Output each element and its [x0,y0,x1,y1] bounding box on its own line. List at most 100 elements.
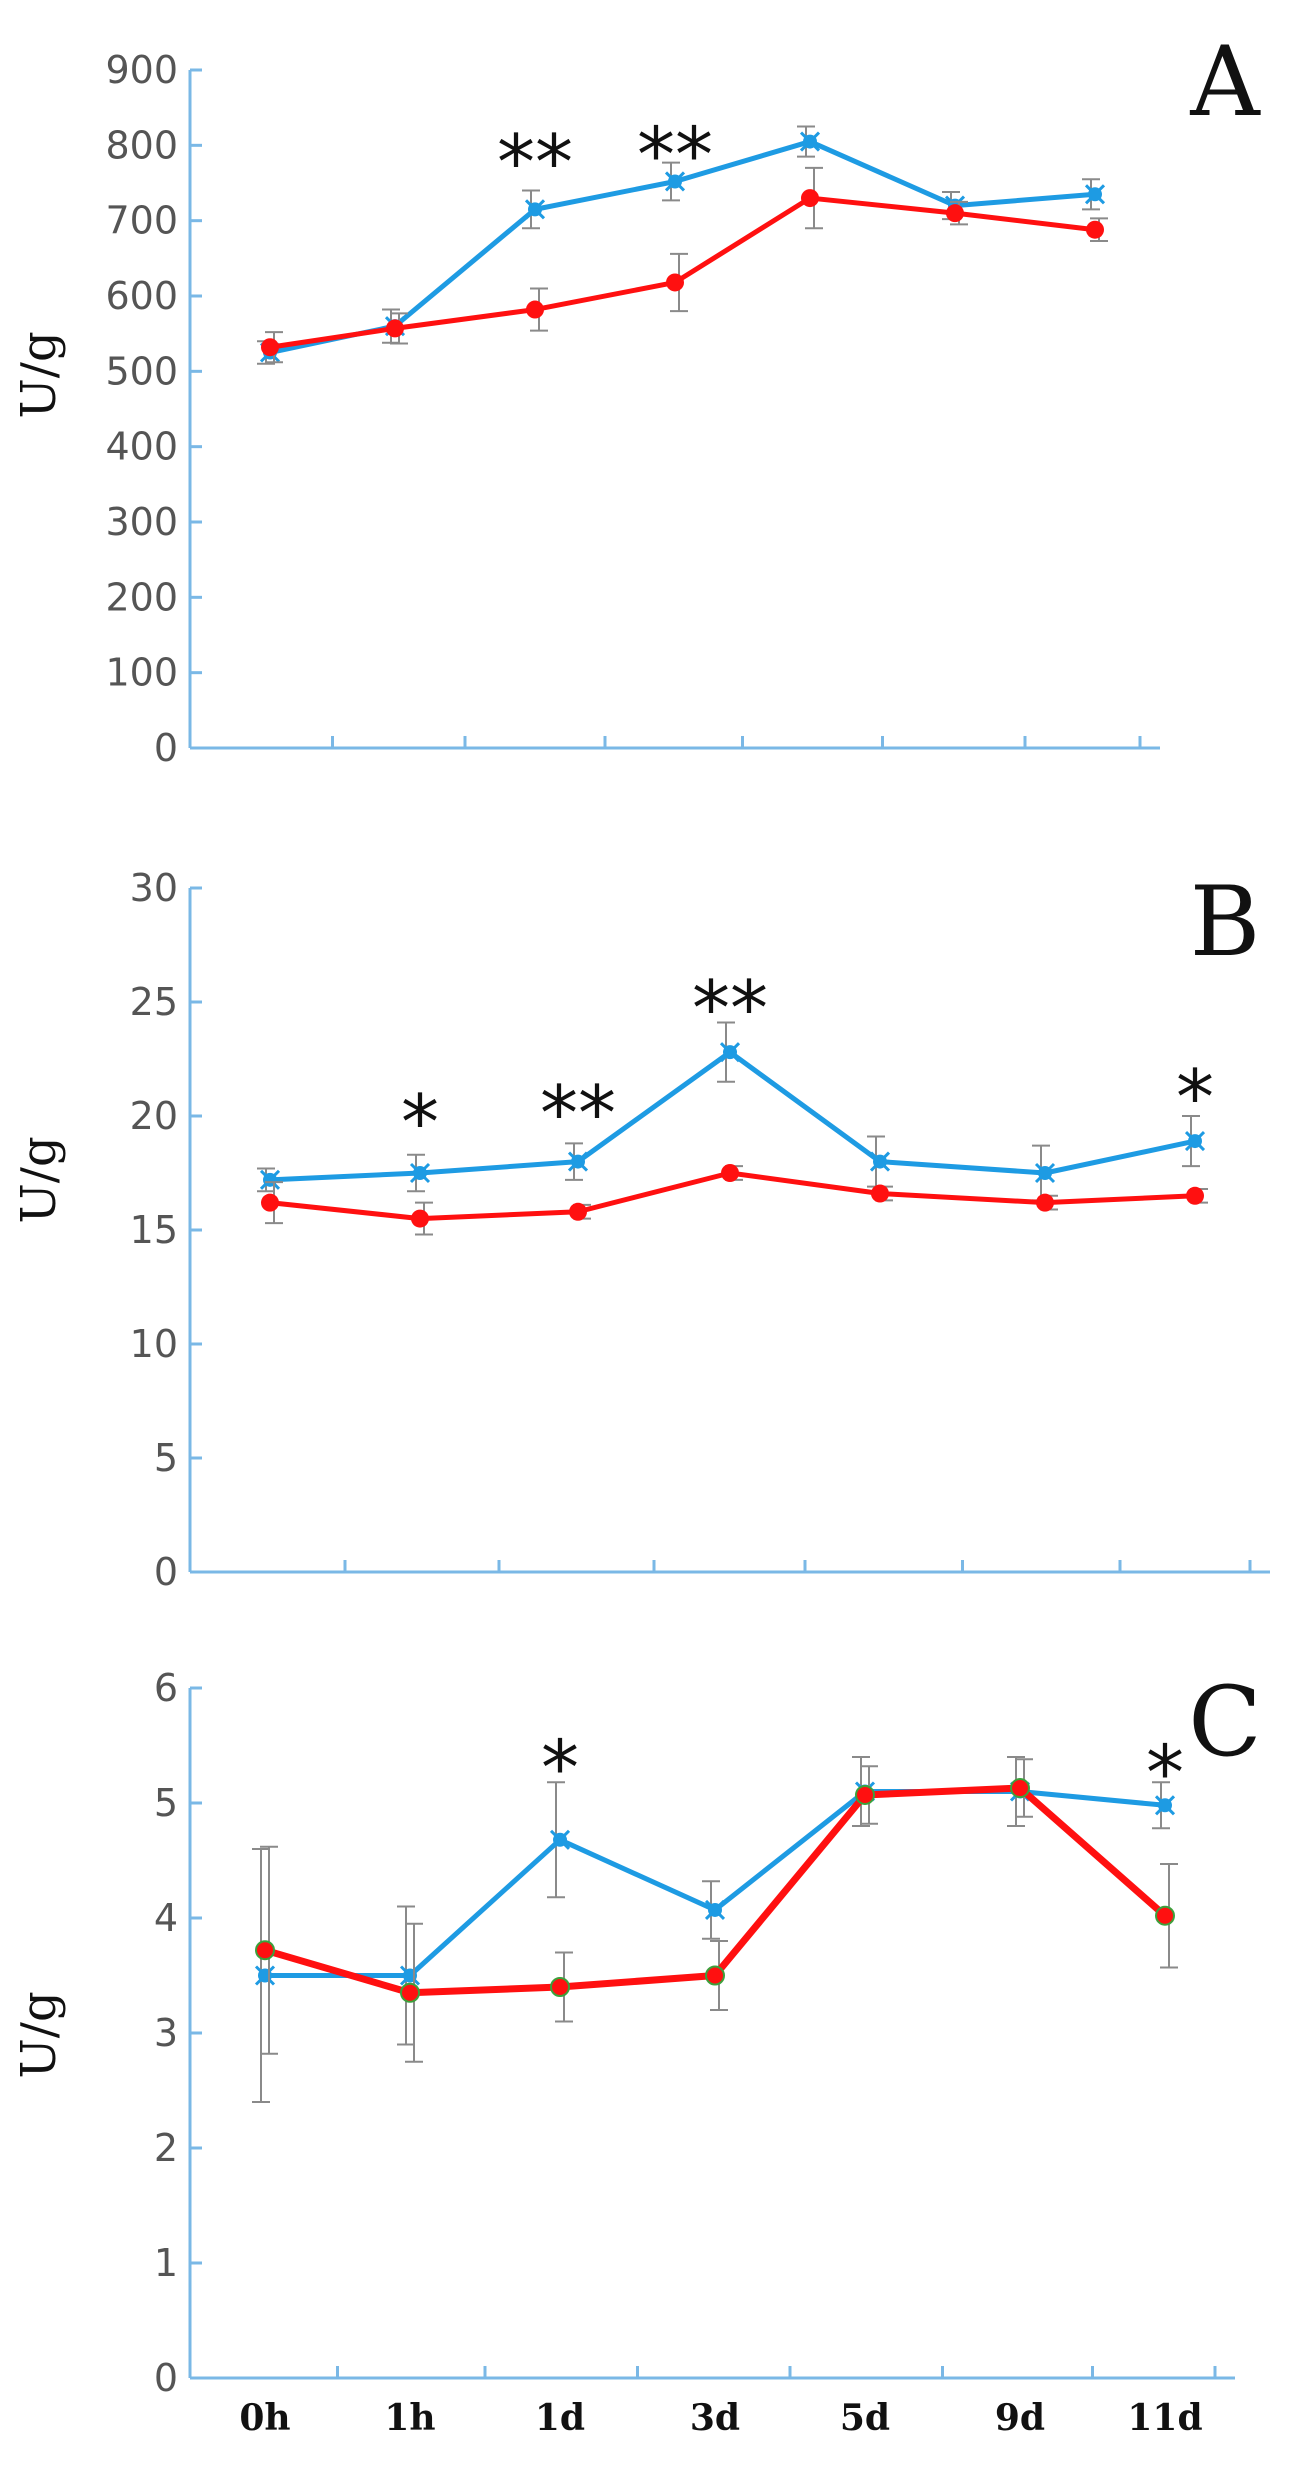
panel-b-ytick-label: 0 [154,1550,178,1594]
panel-a-blue-point-cross [664,171,686,192]
panel-c-ylabel: U/g [11,1991,67,2078]
panel-c-blue-point [704,1899,726,1921]
panel-c-blue-point-cross [704,1899,726,1921]
panel-c-blue-point-cross [254,1965,276,1986]
panel-a-red-point [261,338,279,357]
panel-b-red-point [721,1164,739,1182]
panel-a: U/g A 0 100 200 300 400 500 600 700 800 900 ** ** [11,26,1261,770]
panel-a-ylabel: U/g [11,331,67,418]
panel-b-blue-point [409,1162,431,1184]
panel-b-blue-point [869,1151,891,1172]
panel-a-blue-point [664,171,686,192]
panel-a-letter: A [1189,26,1261,138]
panel-a-red-point [1086,220,1104,239]
panel-b-red-point [261,1193,279,1212]
panel-a-red-point [946,204,964,223]
panel-a-ytick-label: 500 [105,349,178,393]
panel-b-blue-point-cross [409,1162,431,1184]
panel-a-blue-point [1084,184,1106,205]
panel-c-significance-label: * [1146,1728,1184,1817]
panel-b-ytick-label: 10 [130,1322,178,1366]
panel-c-red-point [550,1977,570,1997]
panel-b-red-point [411,1209,429,1228]
panel-a-blue-point-cross [1084,184,1106,205]
panel-b-red-point [1036,1193,1054,1212]
panel-a-ytick-label: 200 [105,575,178,619]
panel-c-ytick-label: 0 [154,2356,178,2400]
panel-b-blue-point-cross [567,1151,589,1172]
panel-b-ytick-label: 5 [154,1436,178,1480]
panel-a-blue-point-cross [524,199,546,220]
panel-b-ytick-label: 20 [130,1094,178,1138]
panel-a-significance-label: ** [637,110,713,199]
panel-b-red-point [569,1202,587,1221]
panel-a-ytick-label: 800 [105,123,178,167]
panel-c-category-label: 5d [840,2397,890,2439]
panel-a-ytick-label: 900 [105,48,178,92]
panel-b-ytick-label: 15 [130,1208,178,1252]
panel-b-significance-label: * [1176,1052,1214,1141]
panel-a-ytick-label: 400 [105,425,178,469]
panel-a-ytick-label: 600 [105,274,178,318]
panel-a-blue-point [524,199,546,220]
panel-c-ytick-label: 2 [154,2126,178,2170]
panel-b-red-point [1186,1186,1204,1205]
panel-a-ytick-label: 0 [154,726,178,770]
panel-b-blue-point [1184,1131,1206,1152]
panel-c-red-point [1010,1778,1030,1799]
panel-c-blue-point-cross [1154,1795,1176,1816]
panel-a-blue-point [799,131,821,152]
panel-b-blue-point [1034,1162,1056,1184]
panel-b-ylabel: U/g [11,1136,67,1223]
panel-a-ytick-label: 700 [105,199,178,243]
panel-c-red-point [705,1965,725,1986]
panel-b-blue-point [719,1042,741,1063]
panel-c-blue-series-line [265,1789,1166,1978]
panel-c-blue-point [254,1965,276,1986]
panel-a-red-point [526,300,544,319]
panel-c-red-point [855,1784,875,1805]
panel-c-blue-point [549,1829,571,1850]
panel-c-ytick-label: 3 [154,2011,178,2055]
panel-c-category-label: 9d [995,2397,1045,2439]
panel-c-ytick-label: 4 [154,1896,178,1940]
panel-c-category-label: 0h [239,2397,290,2439]
panel-b-blue-point-cross [869,1151,891,1172]
panel-b-blue-point-cross [259,1169,281,1190]
panel-c-blue-point [399,1965,421,1986]
panel-c-ytick-label: 5 [154,1781,178,1825]
panel-c-letter: C [1188,1666,1261,1778]
panel-b-blue-point-cross [719,1042,741,1063]
panel-c-category-label: 1h [384,2397,435,2439]
panel-c-red-point [400,1982,420,2003]
panel-c-red-point [1155,1905,1175,1926]
panel-c: U/g C 0 1 2 3 4 5 6 0h 1h 1d 3d 5d 9d 11d * * [11,1666,1262,2439]
panel-a-red-point [801,189,819,208]
panel-c-red-point [255,1940,275,1961]
panel-a-blue-point-cross [799,131,821,152]
panel-a-red-point [666,273,684,292]
panel-c-significance-label: * [541,1723,579,1812]
panel-c-red-series-line [264,1784,1168,1997]
panel-c-category-label: 1d [535,2397,585,2439]
panel-a-ytick-label: 100 [105,651,178,695]
panel-c-category-label: 11d [1127,2397,1202,2439]
panel-b-blue-point [567,1151,589,1172]
panel-b-blue-point [259,1169,281,1190]
panel-b-red-point [871,1184,889,1203]
panel-b-significance-label: ** [540,1068,616,1157]
panel-c-ytick-label: 6 [154,1666,178,1710]
panel-c-blue-point [1154,1795,1176,1816]
panel-b-ytick-label: 30 [130,866,178,910]
panel-b-ytick-label: 25 [130,980,178,1024]
panel-c-category-label: 3d [690,2397,740,2439]
panel-b-blue-point-cross [1034,1162,1056,1184]
panel-b-blue-point-cross [1184,1131,1206,1152]
panel-a-significance-label: ** [497,117,573,206]
panel-c-blue-point-cross [399,1965,421,1986]
panel-c-ytick-label: 1 [154,2241,178,2285]
panel-a-red-point [386,319,404,338]
panel-b-letter: B [1190,866,1261,978]
